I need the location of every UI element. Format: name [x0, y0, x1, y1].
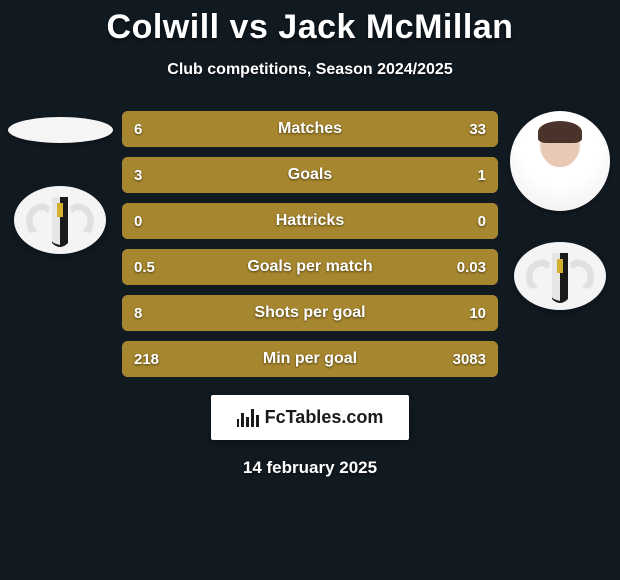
- stat-row: 633Matches: [122, 111, 498, 147]
- stat-row: 2183083Min per goal: [122, 341, 498, 377]
- bar-fill-right: [404, 157, 498, 193]
- content-wrapper: Colwill vs Jack McMillan Club competitio…: [0, 0, 620, 478]
- bar-fill-right: [287, 295, 498, 331]
- bar-fill-right: [310, 203, 498, 239]
- date-label: 14 february 2025: [243, 458, 377, 478]
- bar-fill-left: [122, 157, 404, 193]
- bar-fill-right: [178, 111, 498, 147]
- bar-fill-right: [475, 249, 498, 285]
- bar-fill-left: [122, 203, 310, 239]
- stat-row: 00Hattricks: [122, 203, 498, 239]
- bar-fill-left: [122, 249, 475, 285]
- bar-fill-left: [122, 111, 178, 147]
- brand-text: FcTables.com: [265, 407, 384, 428]
- stat-row: 31Goals: [122, 157, 498, 193]
- brand-badge: FcTables.com: [211, 395, 410, 440]
- brand-chart-icon: [237, 409, 259, 427]
- player-right-avatar: [510, 111, 610, 211]
- left-side: [0, 111, 120, 257]
- bar-fill-left: [122, 341, 148, 377]
- bar-fill-left: [122, 295, 287, 331]
- stat-row: 810Shots per goal: [122, 295, 498, 331]
- stat-bars: 633Matches 31Goals 00Hattricks 0.50.03Goals…: [120, 111, 500, 387]
- bar-fill-right: [148, 341, 498, 377]
- right-side: [500, 111, 620, 313]
- player-left-avatar: [8, 117, 113, 143]
- subtitle: Club competitions, Season 2024/2025: [0, 61, 620, 79]
- stat-row: 0.50.03Goals per match: [122, 249, 498, 285]
- footer: FcTables.com 14 february 2025: [0, 395, 620, 478]
- club-crest-right: [512, 239, 608, 313]
- page-title: Colwill vs Jack McMillan: [0, 8, 620, 47]
- club-crest-left: [12, 183, 108, 257]
- main-row: 633Matches 31Goals 00Hattricks 0.50.03Goals…: [0, 111, 620, 387]
